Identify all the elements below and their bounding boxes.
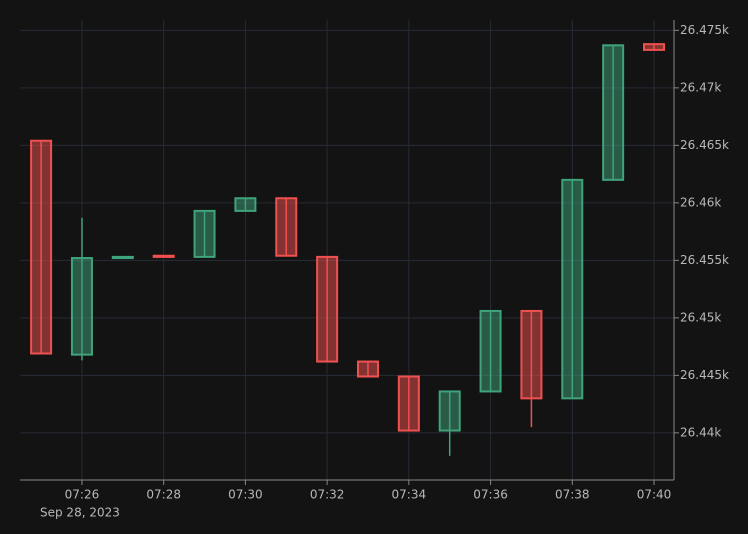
candle-body bbox=[479, 309, 502, 393]
candle-body bbox=[316, 255, 339, 363]
y-tick-label: 26.445k bbox=[680, 368, 729, 382]
date-label: Sep 28, 2023 bbox=[40, 506, 120, 520]
y-tick-label: 26.465k bbox=[680, 138, 729, 152]
x-tick-label: 07:40 bbox=[637, 488, 672, 502]
x-tick-label: 07:36 bbox=[473, 488, 508, 502]
candle-body bbox=[561, 178, 584, 400]
candle-body bbox=[30, 139, 53, 355]
candle-body bbox=[70, 257, 93, 356]
x-tick-label: 07:32 bbox=[310, 488, 345, 502]
x-tick-label: 07:30 bbox=[228, 488, 263, 502]
x-tick-label: 07:38 bbox=[555, 488, 590, 502]
x-tick-label: 07:26 bbox=[65, 488, 100, 502]
candle-body bbox=[111, 255, 134, 260]
y-tick-label: 26.45k bbox=[680, 310, 721, 324]
candle-body bbox=[643, 43, 665, 51]
y-tick-label: 26.46k bbox=[680, 195, 721, 209]
candle-body bbox=[152, 254, 175, 258]
candle-body bbox=[275, 197, 298, 257]
candle-body bbox=[520, 309, 543, 400]
y-tick-label: 26.44k bbox=[680, 425, 721, 439]
candle-body bbox=[356, 360, 379, 378]
candle-body bbox=[397, 375, 420, 432]
y-tick-label: 26.47k bbox=[680, 80, 721, 94]
y-tick-label: 26.455k bbox=[680, 253, 729, 267]
candle-body bbox=[602, 44, 625, 181]
x-tick-label: 07:34 bbox=[392, 488, 427, 502]
x-tick-label: 07:28 bbox=[146, 488, 181, 502]
y-tick-label: 26.475k bbox=[680, 23, 729, 37]
candle-body bbox=[234, 197, 257, 212]
candle-body bbox=[438, 390, 461, 432]
candle-body bbox=[193, 209, 216, 258]
